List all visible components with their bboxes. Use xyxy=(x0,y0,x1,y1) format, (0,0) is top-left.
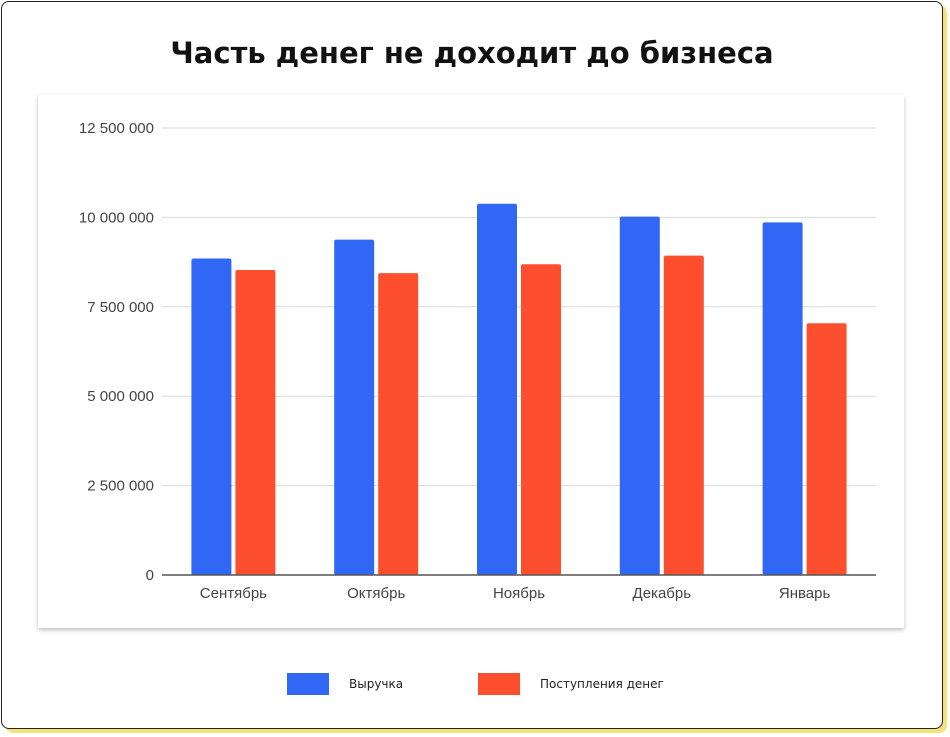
x-tick-label: Ноябрь xyxy=(493,585,545,602)
bar xyxy=(191,258,232,575)
x-tick-label: Сентябрь xyxy=(200,585,267,602)
bar xyxy=(378,273,419,575)
x-tick-label: Январь xyxy=(779,585,831,602)
y-tick-label: 0 xyxy=(146,567,154,584)
x-tick-label: Декабрь xyxy=(633,585,692,602)
legend-item-revenue: Выручка xyxy=(287,673,403,695)
bar xyxy=(235,269,276,575)
bar-chart: 0 2 500 000 5 000 000 7 500 000 10 000 000 12… xyxy=(79,120,876,602)
bar xyxy=(762,222,803,575)
bar xyxy=(477,203,517,575)
legend-item-cash-inflow: Поступления денег xyxy=(478,673,664,695)
legend-swatch-revenue xyxy=(287,673,329,695)
bar xyxy=(619,216,660,575)
legend-label-revenue: Выручка xyxy=(349,677,404,691)
bar xyxy=(663,255,704,575)
y-tick-label: 12 500 000 xyxy=(79,120,154,137)
bar xyxy=(806,323,847,575)
y-tick-label: 10 000 000 xyxy=(79,209,154,226)
y-tick-label: 5 000 000 xyxy=(87,388,154,405)
legend: Выручка Поступления денег xyxy=(0,673,944,697)
legend-swatch-cash-inflow xyxy=(478,673,520,695)
legend-label-cash-inflow: Поступления денег xyxy=(540,677,664,691)
chart-area: 0 2 500 000 5 000 000 7 500 000 10 000 000 12… xyxy=(38,95,904,628)
y-tick-label: 2 500 000 xyxy=(87,478,154,495)
bar xyxy=(521,264,561,575)
x-tick-label: Октябрь xyxy=(347,585,405,602)
chart-title: Часть денег не доходит до бизнеса xyxy=(170,36,774,70)
bar xyxy=(334,239,375,575)
y-tick-label: 7 500 000 xyxy=(87,299,154,316)
